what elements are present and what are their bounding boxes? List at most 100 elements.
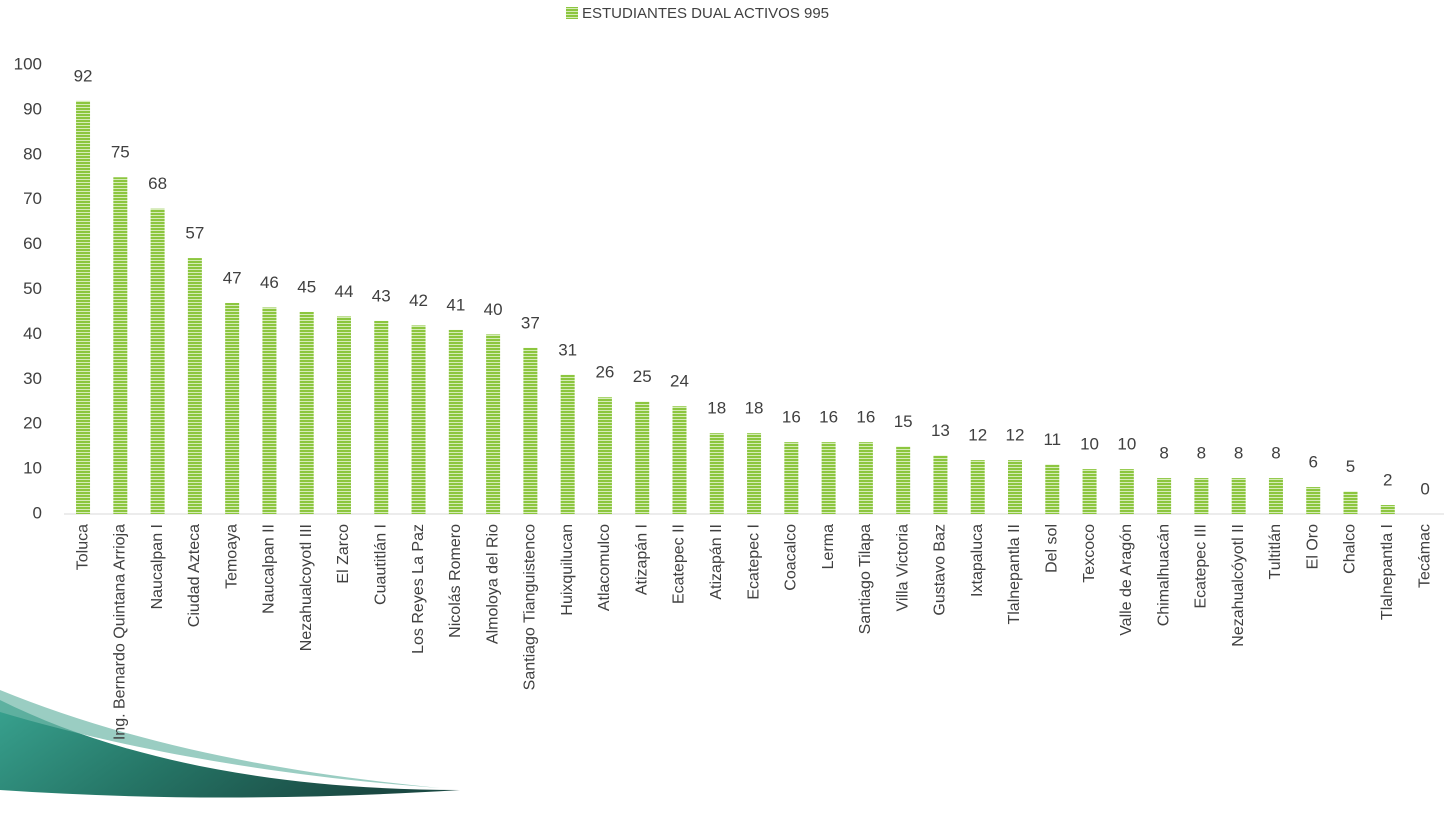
page: {"chart_data": { "type": "bar", "categor… <box>0 0 1447 827</box>
data-label: 6 <box>1308 453 1317 472</box>
y-tick-label: 30 <box>23 369 42 388</box>
x-tick-label: Ecatepec II <box>671 524 688 604</box>
y-tick-label: 50 <box>23 279 42 298</box>
x-tick-label: Cuautitlán I <box>372 524 389 605</box>
bar <box>1157 478 1171 514</box>
x-tick-label: Los Reyes La Paz <box>410 524 427 654</box>
legend: ESTUDIANTES DUAL ACTIVOS 995 <box>566 5 829 22</box>
x-tick-label: Almoloya del Rio <box>484 524 501 644</box>
bar <box>76 101 90 514</box>
decoration <box>0 690 460 798</box>
x-tick-label: Nicolás Romero <box>447 524 464 638</box>
legend-label: ESTUDIANTES DUAL ACTIVOS 995 <box>582 5 829 22</box>
bar <box>374 321 388 514</box>
bar <box>710 433 724 514</box>
bar <box>635 402 649 514</box>
y-tick-label: 80 <box>23 144 42 163</box>
data-label: 40 <box>484 300 503 319</box>
data-label: 12 <box>1006 426 1025 445</box>
data-label: 92 <box>74 66 93 85</box>
x-tick-label: Lerma <box>820 524 837 569</box>
data-label: 43 <box>372 286 391 305</box>
data-label: 46 <box>260 273 279 292</box>
x-tick-label: Del sol <box>1043 524 1060 573</box>
bar <box>225 303 239 514</box>
x-tick-label: Atizapán I <box>633 524 650 595</box>
bar <box>523 348 537 514</box>
chart: 0102030405060708090100ESTUDIANTES DUAL A… <box>0 0 1447 827</box>
data-label: 8 <box>1271 444 1280 463</box>
bar <box>262 307 276 514</box>
x-tick-label: Santiago Tianguistenco <box>522 524 539 690</box>
x-tick-label: Ecatepec I <box>745 524 762 600</box>
x-tick-label: Tlalnepantla II <box>1006 524 1023 625</box>
bar <box>1008 460 1022 514</box>
data-label: 37 <box>521 313 540 332</box>
x-tick-label: Tultitlán <box>1267 524 1284 579</box>
bar <box>151 209 165 514</box>
bar <box>337 316 351 514</box>
bar <box>113 177 127 514</box>
data-label: 16 <box>819 408 838 427</box>
data-label: 5 <box>1346 457 1355 476</box>
x-tick-label: Ixtapaluca <box>969 524 986 597</box>
bar <box>1232 478 1246 514</box>
y-tick-label: 40 <box>23 324 42 343</box>
bar <box>1381 505 1395 514</box>
y-tick-label: 0 <box>33 503 42 522</box>
bar <box>672 406 686 514</box>
x-tick-label: El Oro <box>1304 524 1321 569</box>
x-tick-label: Ciudad Azteca <box>186 524 203 627</box>
x-tick-label: Valle de Aragón <box>1118 524 1135 636</box>
bar <box>1083 469 1097 514</box>
data-label: 31 <box>558 340 577 359</box>
x-tick-label: Santiago Tilapa <box>857 524 874 634</box>
data-label: 45 <box>297 277 316 296</box>
data-label: 2 <box>1383 471 1392 490</box>
x-tick-label: Chalco <box>1342 524 1359 574</box>
bar <box>1194 478 1208 514</box>
data-label: 68 <box>148 174 167 193</box>
bar <box>449 330 463 514</box>
data-label: 10 <box>1080 435 1099 454</box>
data-label: 8 <box>1159 444 1168 463</box>
x-tick-label: Nezahualcoyotl III <box>298 524 315 651</box>
data-label: 18 <box>745 399 764 418</box>
data-label: 47 <box>223 268 242 287</box>
x-tick-label: Tecámac <box>1416 524 1433 588</box>
x-tick-label: Huixquilucan <box>559 524 576 616</box>
x-tick-label: Nezahualcóyotl II <box>1230 524 1247 647</box>
bar <box>1120 469 1134 514</box>
y-tick-label: 20 <box>23 414 42 433</box>
bar <box>896 447 910 514</box>
bar <box>598 397 612 514</box>
data-label: 41 <box>446 295 465 314</box>
x-tick-label: Chimalhuacán <box>1155 524 1172 626</box>
x-tick-label: Coacalco <box>783 524 800 591</box>
bar <box>1269 478 1283 514</box>
y-tick-label: 100 <box>14 54 42 73</box>
data-label: 42 <box>409 291 428 310</box>
bar <box>859 442 873 514</box>
data-label: 8 <box>1234 444 1243 463</box>
bar <box>412 325 426 514</box>
y-tick-label: 60 <box>23 234 42 253</box>
x-tick-label: Atizapán II <box>708 524 725 600</box>
x-tick-label: Temoaya <box>223 524 240 589</box>
data-label: 10 <box>1117 435 1136 454</box>
data-label: 11 <box>1043 430 1061 449</box>
x-tick-label: Texcoco <box>1081 524 1098 583</box>
data-label: 24 <box>670 372 689 391</box>
y-tick-label: 70 <box>23 189 42 208</box>
data-label: 16 <box>782 408 801 427</box>
x-tick-label: Ecatepec III <box>1193 524 1210 609</box>
data-label: 44 <box>335 282 354 301</box>
data-label: 75 <box>111 143 130 162</box>
data-label: 12 <box>968 426 987 445</box>
bar <box>561 375 575 514</box>
x-tick-label: Atlacomulco <box>596 524 613 611</box>
x-tick-label: Villa Victoria <box>894 524 911 612</box>
x-tick-label: Naucalpan I <box>149 524 166 609</box>
data-label: 26 <box>595 363 614 382</box>
legend-swatch <box>566 7 578 19</box>
